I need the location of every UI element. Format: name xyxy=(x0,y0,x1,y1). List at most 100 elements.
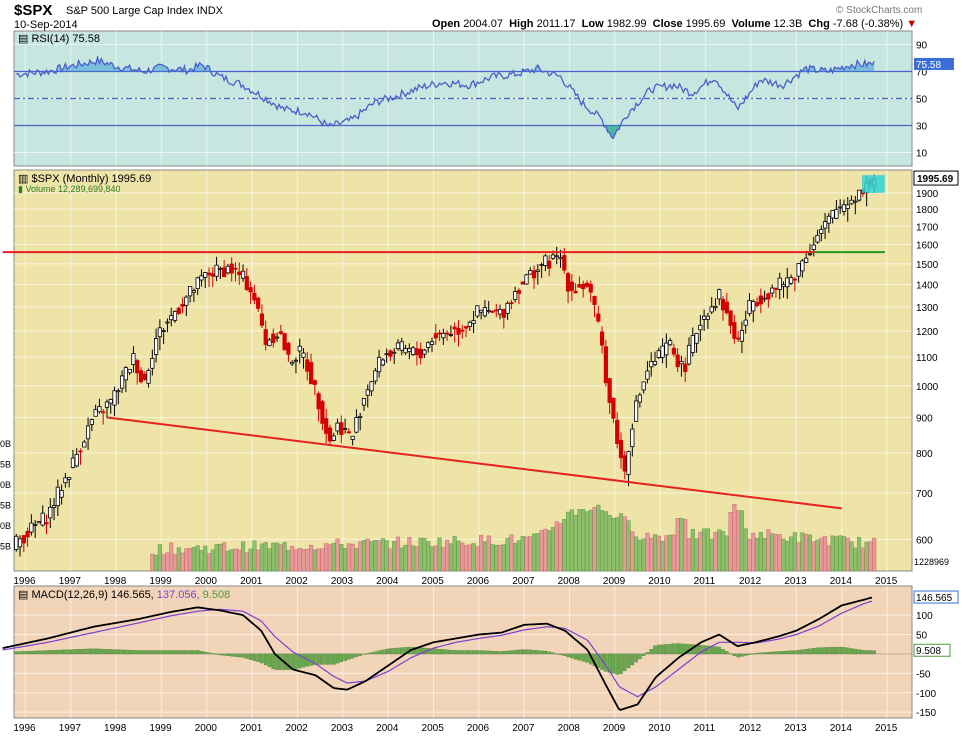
index-full-name: S&P 500 Large Cap Index xyxy=(66,5,194,17)
macd-histogram-bar xyxy=(456,650,461,655)
candle-body xyxy=(751,301,756,312)
candle-body xyxy=(592,296,597,305)
stockcharts-logo[interactable]: © StockCharts.com xyxy=(836,5,923,16)
macd-histogram-bar xyxy=(464,650,468,655)
volume-bar xyxy=(365,538,370,572)
volume-bar xyxy=(275,542,280,572)
macd-histogram-bar xyxy=(543,650,548,655)
candle-body xyxy=(611,397,616,419)
candle-body xyxy=(188,286,193,297)
down-arrow-icon: ▼ xyxy=(906,18,918,30)
macd-histogram-bar xyxy=(577,653,582,661)
volume-bar xyxy=(199,550,204,572)
candle-body xyxy=(770,287,775,294)
candle-body xyxy=(78,450,83,453)
macd-histogram-bar xyxy=(150,650,155,655)
candle-body xyxy=(25,530,30,538)
candle-body xyxy=(89,419,94,425)
macd-histogram-bar xyxy=(286,653,291,670)
candle-body xyxy=(456,327,461,335)
volume-bar xyxy=(588,509,593,572)
candle-body xyxy=(210,273,215,277)
macd-histogram-bar xyxy=(460,650,464,655)
macd-histogram-bar xyxy=(498,651,502,655)
volume-bar xyxy=(520,536,525,572)
candle-body xyxy=(429,341,435,345)
macd-histogram-bar xyxy=(294,653,298,670)
volume-bar xyxy=(660,540,665,572)
macd-histogram-bar xyxy=(384,648,389,655)
macd-histogram-bar xyxy=(664,644,669,655)
candle-body xyxy=(361,398,367,406)
macd-histogram-bar xyxy=(842,647,846,655)
macd-histogram-bar xyxy=(180,650,185,655)
volume-bar xyxy=(426,541,431,572)
macd-year-label: 2012 xyxy=(739,723,762,734)
volume-bar xyxy=(467,544,472,572)
candle-body xyxy=(346,431,351,434)
volume-bar xyxy=(475,546,480,572)
rsi-tick-label: 90 xyxy=(916,41,928,52)
price-year-label: 2005 xyxy=(422,576,445,587)
macd-histogram-bar xyxy=(827,647,831,655)
candle-body xyxy=(845,204,850,210)
volume-bar xyxy=(293,549,298,572)
macd-histogram-bar xyxy=(762,652,767,655)
volume-bar xyxy=(210,549,215,572)
candle-body xyxy=(354,417,359,433)
volume-bar xyxy=(826,545,831,572)
open-value: 2004.07 xyxy=(463,18,503,30)
volume-bar xyxy=(191,547,196,572)
macd-histogram-bar xyxy=(811,648,816,655)
volume-bar xyxy=(543,528,548,572)
volume-bar xyxy=(225,550,230,572)
macd-histogram-bar xyxy=(211,653,215,655)
volume-bar xyxy=(739,510,744,572)
candle-body xyxy=(290,361,295,365)
open-label: Open xyxy=(432,18,461,30)
macd-histogram-bar xyxy=(755,652,759,655)
macd-histogram-bar xyxy=(214,653,219,655)
volume-bar xyxy=(505,537,510,572)
macd-histogram-bar xyxy=(120,649,124,655)
volume-bar xyxy=(792,532,797,572)
candle-body xyxy=(728,310,733,326)
candle-body xyxy=(626,451,631,476)
volume-bar xyxy=(637,539,642,572)
candle-body xyxy=(804,257,809,263)
exchange-code: INDX xyxy=(196,5,223,17)
volume-bar xyxy=(815,539,820,572)
volume-bar xyxy=(161,554,166,572)
volume-bar xyxy=(350,543,355,572)
volume-bar xyxy=(150,553,155,572)
candle-body xyxy=(539,264,544,266)
candle-body xyxy=(203,272,208,278)
volume-bar xyxy=(845,538,850,572)
macd-histogram-bar xyxy=(324,653,328,665)
volume-bar xyxy=(872,537,877,572)
volume-bar xyxy=(720,531,726,572)
macd-histogram-bar xyxy=(78,649,83,655)
price-year-label: 2015 xyxy=(875,576,898,587)
candle-body xyxy=(222,267,227,278)
macd-histogram-bar xyxy=(434,648,438,655)
macd-histogram-bar xyxy=(441,649,446,655)
macd-histogram-bar xyxy=(853,648,858,655)
volume-bar xyxy=(732,504,737,572)
volume-bar xyxy=(781,538,786,572)
candle-body xyxy=(584,282,590,287)
macd-last-value: 146.565 xyxy=(916,593,953,604)
macd-histogram-bar xyxy=(528,649,533,655)
macd-title: ▤ MACD(12,26,9) 146.565, 137.056, 9.508 xyxy=(18,589,230,601)
candle-body xyxy=(142,373,147,380)
candle-body xyxy=(44,522,49,525)
macd-histogram-bar xyxy=(256,653,260,662)
volume-title: ▮ Volume 12,289,699,840 xyxy=(18,184,121,194)
macd-histogram-bar xyxy=(112,649,117,655)
macd-histogram-bar xyxy=(233,653,238,657)
macd-histogram-bar xyxy=(241,653,245,658)
volume-bar xyxy=(634,536,639,572)
volume-bar xyxy=(728,512,733,572)
price-tick-label: 1600 xyxy=(916,240,939,251)
candle-body xyxy=(131,353,136,365)
